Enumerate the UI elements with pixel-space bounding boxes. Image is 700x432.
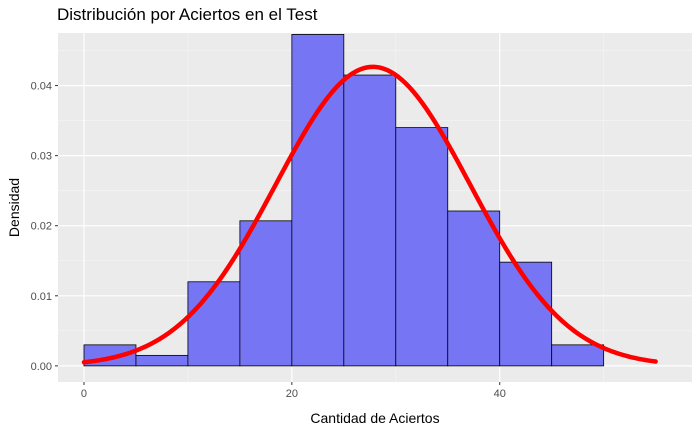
y-tick-label: 0.04 bbox=[31, 81, 52, 93]
histogram-bar bbox=[343, 74, 397, 367]
histogram-bar bbox=[239, 220, 293, 367]
x-tick-label: 0 bbox=[81, 388, 87, 400]
chart-title: Distribución por Aciertos en el Test bbox=[57, 5, 318, 24]
histogram-bar bbox=[291, 34, 345, 367]
x-axis-ticks: 0 20 40 bbox=[81, 382, 506, 400]
y-tick-label: 0.01 bbox=[31, 291, 52, 303]
x-tick-label: 40 bbox=[494, 388, 506, 400]
histogram-bar bbox=[135, 354, 189, 367]
histogram-bars bbox=[83, 34, 605, 367]
histogram-bar bbox=[551, 344, 605, 367]
x-tick-label: 20 bbox=[286, 388, 298, 400]
density-curve bbox=[81, 64, 658, 365]
y-axis-ticks: 0.00 0.01 0.02 0.03 0.04 bbox=[31, 81, 58, 373]
y-tick-label: 0.00 bbox=[31, 361, 52, 373]
y-tick-label: 0.02 bbox=[31, 221, 52, 233]
x-axis-title: Cantidad de Aciertos bbox=[310, 410, 439, 426]
histogram-bar bbox=[187, 281, 241, 367]
histogram-bar bbox=[395, 127, 449, 367]
y-axis-title: Densidad bbox=[6, 178, 22, 237]
y-tick-label: 0.03 bbox=[31, 151, 52, 163]
histogram-bar bbox=[447, 210, 501, 367]
